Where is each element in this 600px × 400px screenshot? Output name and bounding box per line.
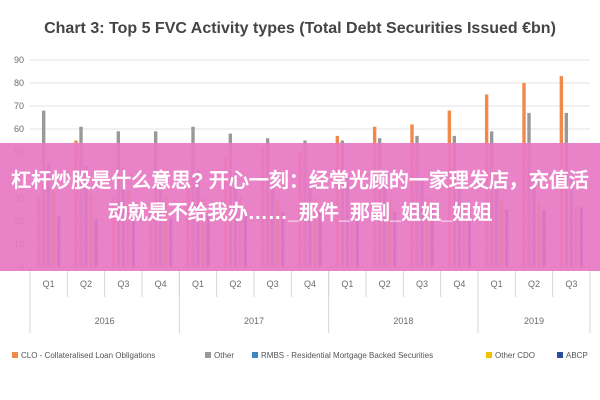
y-tick-label: 60	[14, 124, 24, 134]
legend-label: Other CDO	[495, 351, 535, 360]
legend-label: Other	[214, 351, 234, 360]
x-tick-label: Q1	[192, 279, 204, 289]
x-tick-label: Q3	[117, 279, 129, 289]
x-tick-label: Q2	[528, 279, 540, 289]
legend-label: ABCP	[566, 351, 588, 360]
legend-swatch	[557, 352, 563, 358]
legend-swatch	[12, 352, 18, 358]
x-tick-label: Q3	[565, 279, 577, 289]
promo-overlay-banner: 杠杆炒股是什么意思? 开心一刻：经常光顾的一家理发店，充值活动就是不给我办……_…	[0, 143, 600, 271]
year-label: 2018	[393, 316, 413, 326]
legend-swatch	[205, 352, 211, 358]
x-tick-label: Q2	[379, 279, 391, 289]
y-tick-label: 80	[14, 78, 24, 88]
year-label: 2019	[524, 316, 544, 326]
legend: CLO - Collateralised Loan Obligations Oth…	[12, 351, 588, 360]
x-tick-label: Q2	[229, 279, 241, 289]
x-tick-label: Q1	[43, 279, 55, 289]
x-tick-label: Q4	[304, 279, 316, 289]
legend-label: CLO - Collateralised Loan Obligations	[21, 351, 155, 360]
y-tick-label: 70	[14, 101, 24, 111]
x-tick-label: Q1	[341, 279, 353, 289]
y-tick-label: 90	[14, 55, 24, 65]
x-tick-label: Q3	[267, 279, 279, 289]
chart-title: Chart 3: Top 5 FVC Activity types (Total…	[44, 20, 556, 37]
legend-swatch	[486, 352, 492, 358]
x-tick-label: Q4	[453, 279, 465, 289]
year-label: 2016	[95, 316, 115, 326]
x-tick-label: Q3	[416, 279, 428, 289]
x-axis: Q1 Q2 Q3 Q4 Q1 Q2 Q3 Q4 Q1 Q2 Q3 Q4 Q1 Q2 Q3 2016 2017 20…	[29, 266, 591, 333]
year-label: 2017	[244, 316, 264, 326]
legend-swatch	[252, 352, 258, 358]
legend-label: RMBS - Residential Mortgage Backed Secur…	[261, 351, 433, 360]
x-tick-label: Q4	[155, 279, 167, 289]
x-tick-label: Q1	[491, 279, 503, 289]
x-tick-label: Q2	[80, 279, 92, 289]
